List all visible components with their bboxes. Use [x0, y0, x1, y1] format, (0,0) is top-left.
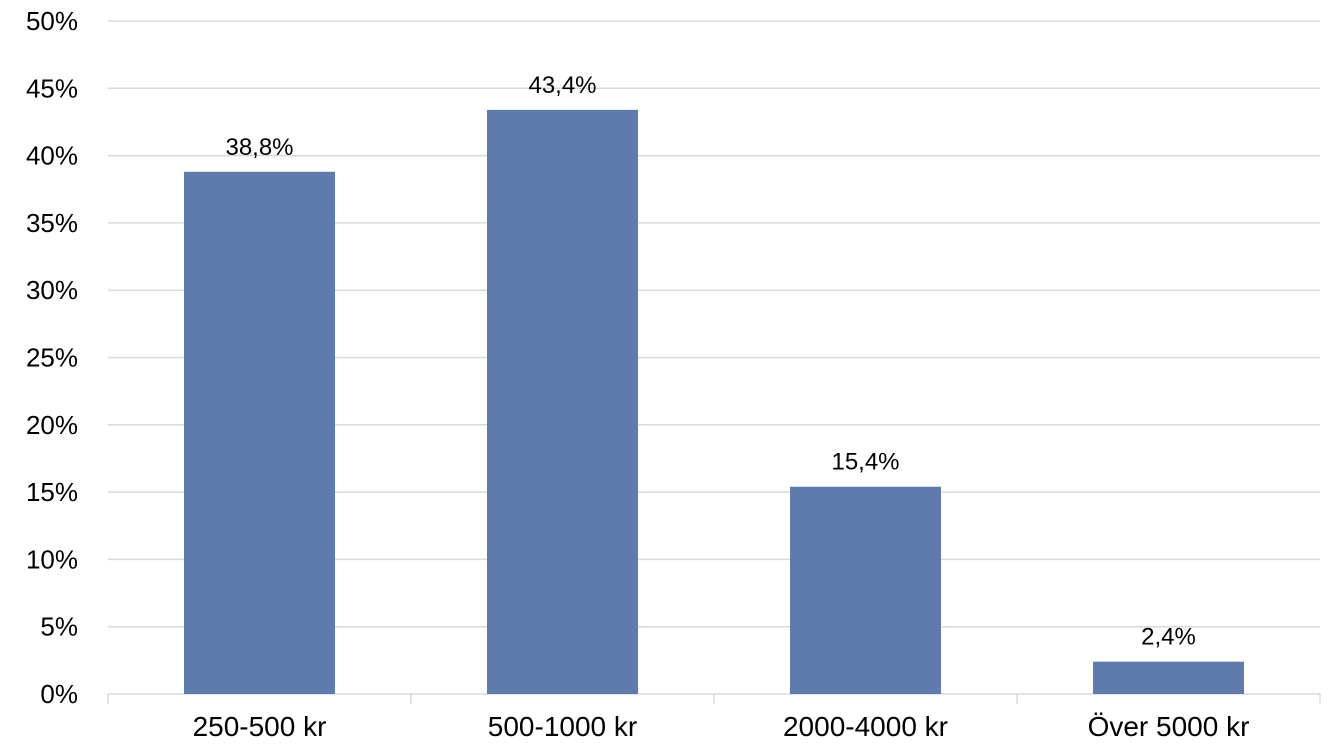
x-tick-label: Över 5000 kr: [1088, 711, 1250, 742]
y-axis-tick-labels: 0% 5% 10% 15% 20% 25% 30% 35% 40% 45% 50%: [26, 6, 78, 709]
y-tick-label: 20%: [26, 410, 78, 440]
y-tick-label: 40%: [26, 141, 78, 171]
x-tick-label: 500-1000 kr: [488, 711, 637, 742]
data-label: 2,4%: [1141, 624, 1196, 651]
y-tick-label: 0%: [40, 679, 78, 709]
bars: [184, 109, 1244, 694]
y-tick-label: 30%: [26, 275, 78, 305]
y-tick-label: 15%: [26, 477, 78, 507]
x-axis: [107, 693, 1321, 704]
data-label: 15,4%: [831, 449, 899, 476]
data-label: 43,4%: [528, 72, 596, 99]
y-tick-label: 5%: [40, 612, 78, 642]
x-tick-label: 250-500 kr: [193, 711, 327, 742]
y-tick-label: 35%: [26, 208, 78, 238]
y-tick-label: 50%: [26, 6, 78, 36]
bar: [790, 486, 941, 694]
bar: [184, 171, 335, 694]
data-label: 38,8%: [225, 134, 293, 161]
data-labels: 38,8% 43,4% 15,4% 2,4%: [225, 72, 1195, 651]
bar: [1093, 661, 1244, 694]
y-tick-label: 25%: [26, 343, 78, 373]
y-tick-label: 45%: [26, 73, 78, 103]
x-tick-label: 2000-4000 kr: [783, 711, 948, 742]
x-axis-tick-labels: 250-500 kr 500-1000 kr 2000-4000 kr Över 50…: [193, 711, 1250, 742]
y-tick-label: 10%: [26, 544, 78, 574]
bar: [487, 109, 638, 694]
